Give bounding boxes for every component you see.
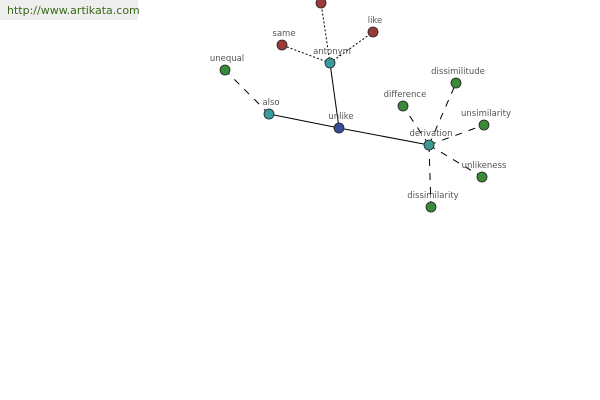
edge-antonym-same xyxy=(281,44,331,64)
edge-unlike-also xyxy=(268,113,340,129)
node-label-like[interactable]: like xyxy=(368,16,383,26)
node-same[interactable] xyxy=(276,39,288,51)
site-link[interactable]: http://www.artikata.com xyxy=(0,0,140,20)
node-label-unlikeness[interactable]: unlikeness xyxy=(462,161,507,171)
node-label-derivation[interactable]: derivation xyxy=(409,129,452,139)
node-dissimilitude[interactable] xyxy=(450,77,462,89)
edge-derivation-dissimilitude xyxy=(428,82,457,146)
node-label-unequal[interactable]: unequal xyxy=(210,54,244,64)
node-derivation[interactable] xyxy=(423,139,435,151)
edge-derivation-unlikeness xyxy=(428,144,483,178)
node-label-antonym[interactable]: antonym xyxy=(313,47,351,57)
node-label-unsimilarity[interactable]: unsimilarity xyxy=(461,109,511,119)
node-unequal[interactable] xyxy=(219,64,231,76)
edge-antonym-like xyxy=(329,31,374,64)
node-unlike[interactable] xyxy=(333,122,345,134)
node-label-unlike[interactable]: unlike xyxy=(328,112,353,122)
node-dissimilarity[interactable] xyxy=(425,201,437,213)
edge-derivation-unsimilarity xyxy=(428,124,485,146)
node-difference[interactable] xyxy=(397,100,409,112)
edge-derivation-dissimilarity xyxy=(428,144,432,208)
node-label-difference[interactable]: difference xyxy=(384,90,427,100)
node-like[interactable] xyxy=(367,26,379,38)
node-label-dissimilitude[interactable]: dissimilitude xyxy=(431,67,485,77)
node-antonym[interactable] xyxy=(324,57,336,69)
edge-derivation-difference xyxy=(402,105,430,146)
edge-unlike-derivation xyxy=(338,127,430,146)
node-label-also[interactable]: also xyxy=(262,98,279,108)
node-top[interactable] xyxy=(315,0,327,9)
node-also[interactable] xyxy=(263,108,275,120)
node-label-same[interactable]: same xyxy=(272,29,295,39)
edge-unlike-antonym xyxy=(329,62,340,129)
edge-also-unequal xyxy=(224,69,270,115)
node-label-dissimilarity[interactable]: dissimilarity xyxy=(407,191,458,201)
node-unsimilarity[interactable] xyxy=(478,119,490,131)
node-unlikeness[interactable] xyxy=(476,171,488,183)
